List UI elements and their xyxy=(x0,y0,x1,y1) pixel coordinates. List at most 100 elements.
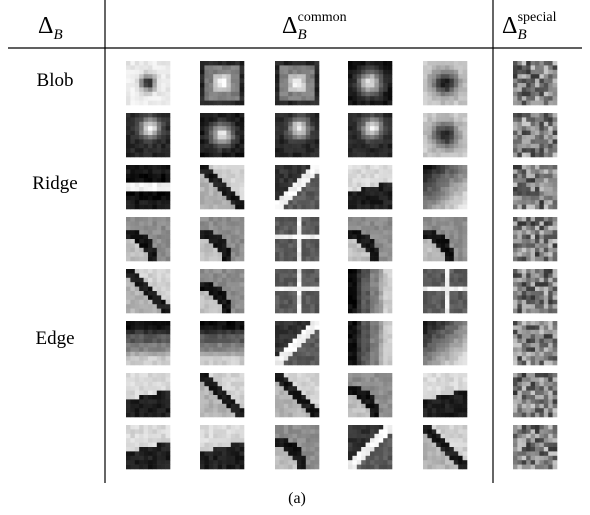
patch-pixel xyxy=(213,443,218,448)
patch-pixel xyxy=(161,221,166,226)
patch-pixel xyxy=(379,447,384,452)
patch-pixel xyxy=(148,391,153,396)
patch-pixel xyxy=(148,325,153,330)
patch-pixel xyxy=(513,269,518,274)
patch xyxy=(126,61,170,105)
patch-pixel xyxy=(139,70,144,75)
patch-pixel xyxy=(423,334,428,339)
patch-pixel xyxy=(310,200,315,205)
patch-pixel xyxy=(348,456,353,461)
patch-pixel xyxy=(166,226,171,231)
patch-pixel xyxy=(275,70,280,75)
patch-pixel xyxy=(275,300,280,305)
patch-pixel xyxy=(301,87,306,92)
patch-pixel xyxy=(553,248,558,253)
patch-pixel xyxy=(361,79,366,84)
patch-pixel xyxy=(130,122,135,127)
patch-pixel xyxy=(348,325,353,330)
patch-pixel xyxy=(218,178,223,183)
patch-pixel xyxy=(204,153,209,158)
patch-pixel xyxy=(301,352,306,357)
patch-pixel xyxy=(531,257,536,262)
patch-pixel xyxy=(226,347,231,352)
patch-pixel xyxy=(432,70,437,75)
patch-pixel xyxy=(166,139,171,144)
patch-pixel xyxy=(517,309,522,314)
patch-pixel xyxy=(310,408,315,413)
patch-pixel xyxy=(432,291,437,296)
patch-pixel xyxy=(204,169,209,174)
patch-pixel xyxy=(293,356,298,361)
patch-pixel xyxy=(423,196,428,201)
patch-pixel xyxy=(445,386,450,391)
patch-pixel xyxy=(235,325,240,330)
patch-pixel xyxy=(279,205,284,210)
patch-pixel xyxy=(348,408,353,413)
patch-pixel xyxy=(126,153,131,158)
patch-pixel xyxy=(432,169,437,174)
patch-pixel xyxy=(310,434,315,439)
patch-pixel xyxy=(441,330,446,335)
patch-pixel xyxy=(301,386,306,391)
patch-pixel xyxy=(526,144,531,149)
patch-pixel xyxy=(445,447,450,452)
patch-pixel xyxy=(458,101,463,106)
patch-pixel xyxy=(222,425,227,430)
patch-pixel xyxy=(152,96,157,101)
patch-pixel xyxy=(427,169,432,174)
patch-pixel xyxy=(441,347,446,352)
patch-pixel xyxy=(226,83,231,88)
patch-pixel xyxy=(352,92,357,97)
patch-pixel xyxy=(126,304,131,309)
patch-pixel xyxy=(463,135,468,140)
patch-pixel xyxy=(458,295,463,300)
patch-pixel xyxy=(310,330,315,335)
patch-pixel xyxy=(548,456,553,461)
patch-pixel xyxy=(306,139,311,144)
patch-pixel xyxy=(526,165,531,170)
patch-pixel xyxy=(166,339,171,344)
patch-pixel xyxy=(522,252,527,257)
patch-pixel xyxy=(352,438,357,443)
patch-pixel xyxy=(144,361,149,366)
patch-pixel xyxy=(306,309,311,314)
patch-pixel xyxy=(463,361,468,366)
patch-pixel xyxy=(432,304,437,309)
patch-pixel xyxy=(209,101,214,106)
patch-pixel xyxy=(288,438,293,443)
patch-pixel xyxy=(161,144,166,149)
patch-pixel xyxy=(310,465,315,470)
patch-pixel xyxy=(449,404,454,409)
patch-pixel xyxy=(144,352,149,357)
patch-pixel xyxy=(445,87,450,92)
patch-pixel xyxy=(370,330,375,335)
patch-pixel xyxy=(544,165,549,170)
patch-pixel xyxy=(388,434,393,439)
patch-pixel xyxy=(379,434,384,439)
patch-pixel xyxy=(458,169,463,174)
patch-pixel xyxy=(427,257,432,262)
patch-pixel xyxy=(531,325,536,330)
patch-pixel xyxy=(383,87,388,92)
patch-pixel xyxy=(522,144,527,149)
patch xyxy=(200,321,244,365)
patch-pixel xyxy=(531,269,536,274)
patch-pixel xyxy=(144,438,149,443)
patch-pixel xyxy=(157,169,162,174)
patch-pixel xyxy=(152,248,157,253)
patch-pixel xyxy=(548,343,553,348)
patch-pixel xyxy=(535,443,540,448)
patch-pixel xyxy=(436,295,441,300)
patch-pixel xyxy=(240,139,245,144)
patch-pixel xyxy=(144,382,149,387)
patch-pixel xyxy=(553,183,558,188)
patch-pixel xyxy=(445,165,450,170)
patch-pixel xyxy=(240,226,245,231)
patch-pixel xyxy=(454,131,459,136)
patch-pixel xyxy=(157,205,162,210)
patch-pixel xyxy=(222,144,227,149)
patch-pixel xyxy=(213,287,218,292)
patch-pixel xyxy=(454,273,459,278)
patch-pixel xyxy=(535,391,540,396)
patch-pixel xyxy=(348,361,353,366)
